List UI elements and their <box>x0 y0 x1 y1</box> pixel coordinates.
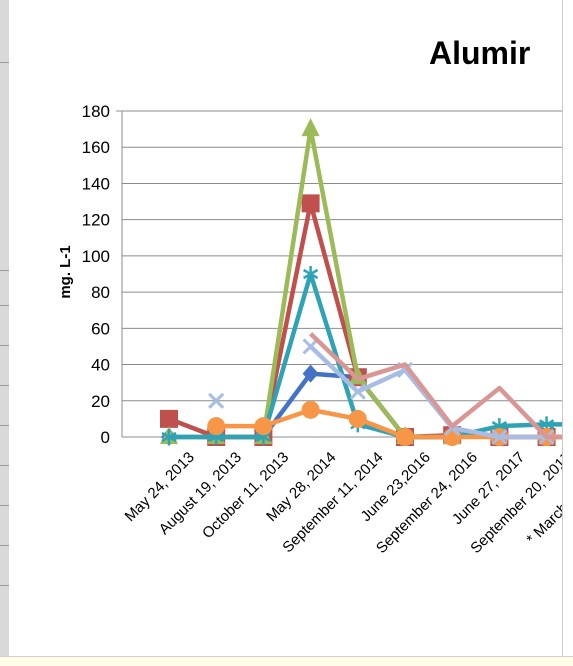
data-point <box>208 392 225 409</box>
series-line <box>169 271 562 440</box>
data-point <box>301 194 320 213</box>
x-tick-label: October 11, 2013 <box>199 449 292 542</box>
window-edge <box>562 0 573 665</box>
series-line <box>168 201 562 440</box>
data-point <box>491 428 508 446</box>
data-point <box>302 364 319 383</box>
data-point <box>160 409 178 428</box>
data-point <box>349 383 366 400</box>
data-point <box>254 417 273 436</box>
y-tick-label: 80 <box>91 283 110 302</box>
data-point <box>207 417 226 436</box>
data-point <box>161 429 177 445</box>
data-point <box>301 400 320 419</box>
y-tick-label: 120 <box>82 211 110 230</box>
y-tick-label: 0 <box>101 428 110 447</box>
spreadsheet-row-strip <box>0 0 9 665</box>
series-6 <box>309 332 562 440</box>
line-chart: 0 20 40 60 80 100 120 140 160 180 May 24, 2013Aug… <box>57 35 562 557</box>
series-1 <box>160 194 562 446</box>
x-tick-label: August 19, 2013 <box>156 449 245 538</box>
bottom-edge <box>0 656 573 666</box>
data-point <box>396 428 414 446</box>
y-tick-label: 140 <box>82 174 110 193</box>
gridlines <box>122 110 562 402</box>
y-tick-labels: 0 20 40 60 80 100 120 140 160 180 <box>82 102 110 447</box>
data-point <box>302 338 319 355</box>
data-point <box>348 409 367 428</box>
data-point <box>301 118 320 137</box>
y-tick-label: 180 <box>82 102 110 121</box>
y-tick-label: 60 <box>91 319 110 338</box>
y-tick-label: 160 <box>82 138 110 157</box>
y-axis-label: mg. L-1 <box>57 245 74 298</box>
y-tick-label: 20 <box>91 392 110 411</box>
series-layer <box>160 118 562 446</box>
y-tick-label: 100 <box>82 247 110 266</box>
y-tick-label: 40 <box>91 356 110 375</box>
chart-title: Alumir <box>429 35 530 71</box>
data-point <box>302 266 319 282</box>
series-line <box>169 126 453 440</box>
series-line <box>309 332 562 440</box>
